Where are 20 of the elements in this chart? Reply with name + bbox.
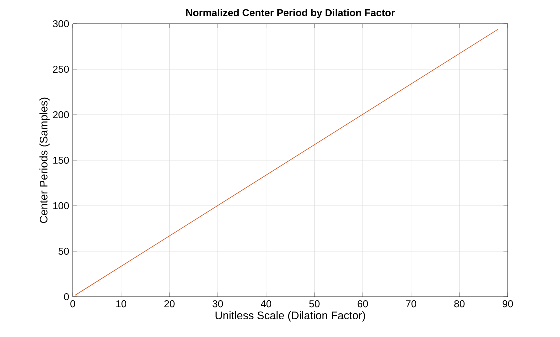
x-tick-label: 30: [212, 300, 224, 308]
y-tick-label: 250: [53, 66, 70, 74]
y-tick-label: 100: [54, 202, 70, 210]
y-tick-label: 300: [53, 20, 70, 28]
x-tick-label: 20: [164, 300, 175, 308]
x-tick-label: 10: [116, 300, 127, 308]
y-tick-label: 0: [64, 293, 70, 301]
x-tick-label: 50: [310, 300, 320, 308]
x-axis-title: Unitless Scale (Dilation Factor): [216, 311, 366, 322]
x-tick-label: 40: [261, 300, 272, 308]
y-tick-label: 50: [58, 248, 70, 256]
y-tick-label: 150: [54, 156, 70, 164]
x-tick-label: 70: [406, 300, 416, 308]
chart-title: Normalized Center Period by Dilation Factor: [186, 9, 396, 18]
x-tick-label: 90: [502, 300, 514, 308]
x-tick-label: 60: [358, 300, 368, 308]
y-axis-title: Center Periods (Samples): [40, 98, 50, 224]
x-tick-label: 0: [70, 300, 76, 308]
x-tick-label: 80: [454, 300, 465, 308]
y-tick-label: 200: [53, 111, 70, 119]
